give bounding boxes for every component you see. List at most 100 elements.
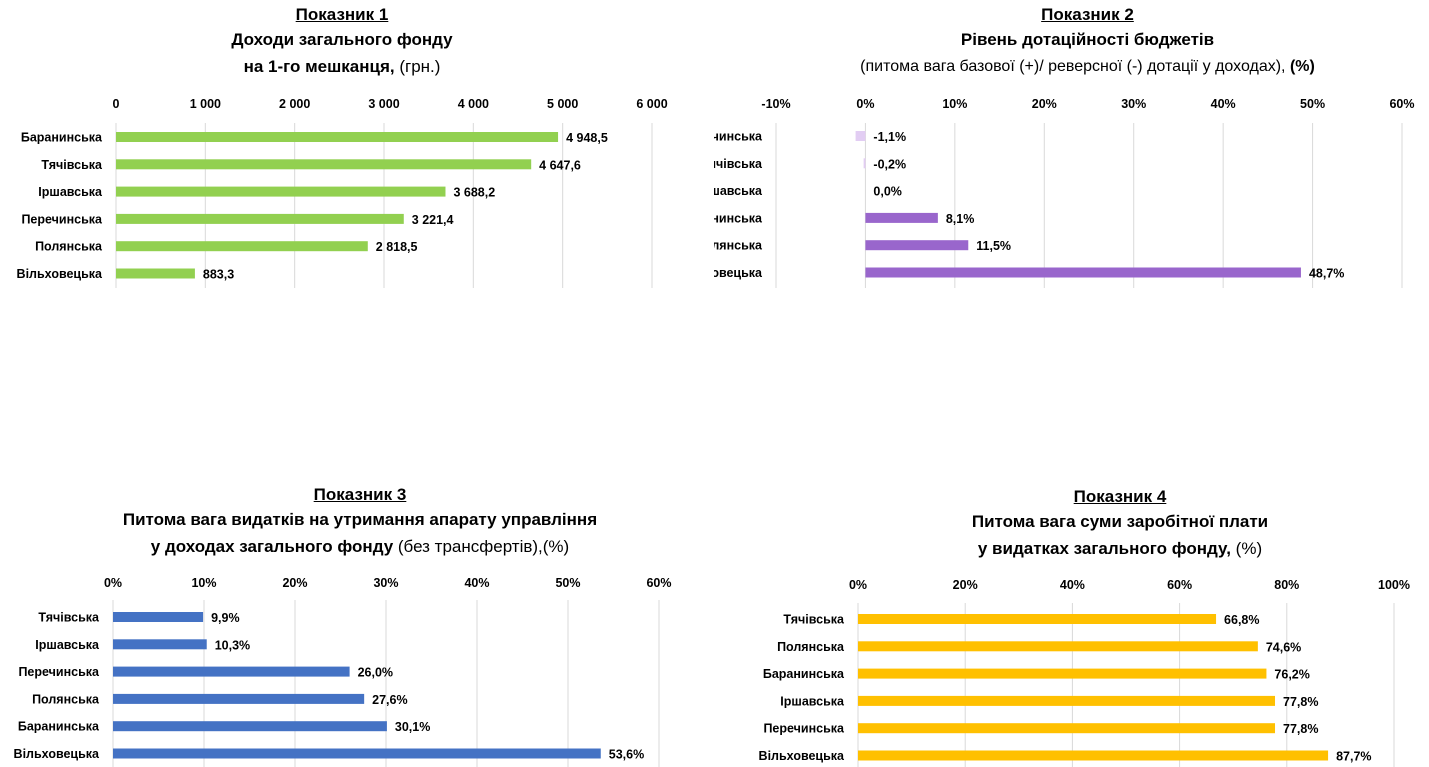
chart2-title-line2: Рівень дотаційності бюджетів	[960, 30, 1215, 49]
bar	[113, 666, 350, 677]
bar	[858, 614, 1217, 624]
x-tick-label: 50%	[555, 576, 580, 590]
data-label: 74,6%	[1266, 640, 1301, 654]
category-label: Баранинська	[21, 131, 103, 145]
x-tick-label: 4 000	[458, 97, 489, 111]
data-label: 30,1%	[395, 720, 430, 734]
chart3-title-line3: у доходах загального фонду	[150, 537, 394, 556]
chart3-title: Показник 3 Питома вага видатків на утрим…	[30, 484, 690, 560]
category-label: Вільховецька	[759, 749, 845, 763]
data-label: 76,2%	[1274, 668, 1309, 682]
chart3-title-unit: (без трансфертів),(%)	[393, 537, 570, 556]
x-tick-label: 2 000	[279, 97, 310, 111]
bar	[116, 213, 404, 224]
data-label: 53,6%	[609, 748, 644, 762]
data-label: -0,2%	[873, 157, 906, 171]
bar	[116, 268, 195, 279]
bar	[116, 159, 532, 170]
data-label: 3 221,4	[412, 213, 454, 227]
chart2-title: Показник 2 Рівень дотаційності бюджетів …	[720, 4, 1429, 80]
data-label: 77,8%	[1283, 722, 1318, 736]
data-label: 8,1%	[946, 212, 975, 226]
x-tick-label: 30%	[373, 576, 398, 590]
x-tick-label: 1 000	[190, 97, 221, 111]
bar	[858, 668, 1267, 679]
bar	[113, 693, 365, 704]
data-label: 10,3%	[215, 638, 250, 652]
bar	[113, 639, 207, 650]
x-tick-label: 100%	[1378, 578, 1410, 592]
x-tick-label: 20%	[1032, 97, 1057, 111]
data-label: 9,9%	[211, 611, 240, 625]
chart1-title-line3: на 1-го мешканця,	[243, 57, 395, 76]
category-label: Тячівська	[38, 611, 100, 625]
bar	[865, 240, 969, 251]
x-tick-label: 20%	[282, 576, 307, 590]
data-label: 883,3	[203, 268, 234, 282]
category-label: Іршавська	[35, 638, 100, 652]
category-label: Перечинська	[714, 130, 763, 144]
x-tick-label: 20%	[953, 578, 978, 592]
data-label: 66,8%	[1224, 613, 1259, 627]
bar	[858, 641, 1258, 652]
data-label: 87,7%	[1336, 750, 1371, 764]
category-label: Баранинська	[714, 211, 763, 225]
category-label: Полянська	[714, 239, 763, 253]
x-tick-label: 60%	[1167, 578, 1192, 592]
category-label: Перечинська	[763, 722, 845, 736]
chart2-title-line3: (питома вага базової (+)/ реверсної (-) …	[860, 58, 1286, 75]
data-label: 27,6%	[372, 693, 407, 707]
category-label: Вільховецька	[17, 267, 103, 281]
x-tick-label: 0	[113, 97, 120, 111]
bar	[865, 267, 1301, 278]
category-label: Полянська	[35, 240, 103, 254]
data-label: 77,8%	[1283, 695, 1318, 709]
bar	[865, 212, 938, 223]
x-tick-label: 40%	[464, 576, 489, 590]
category-label: Тячівська	[714, 157, 763, 171]
x-tick-label: 0%	[849, 578, 867, 592]
chart4-header: Показник 4	[1073, 487, 1167, 506]
chart1-plot: 0 1 000 2 000 3 000 4 000 5 000 6 000 Баранинсь…	[17, 97, 668, 288]
bar	[116, 186, 446, 197]
data-label: 11,5%	[976, 239, 1011, 253]
data-label: 4 948,5	[566, 131, 608, 145]
category-label: Вільховецька	[14, 747, 100, 761]
x-tick-label: 6 000	[636, 97, 667, 111]
data-label: 26,0%	[358, 666, 393, 680]
x-tick-label: 10%	[191, 576, 216, 590]
chart3-plot: 0% 10% 20% 30% 40% 50% 60% Тячівська 9,9% Іршавсь…	[14, 576, 672, 767]
data-label: -1,1%	[873, 130, 906, 144]
chart2-title-unit: (%)	[1285, 58, 1315, 75]
chart1-title-unit: (грн.)	[394, 57, 441, 76]
category-label: Полянська	[777, 640, 845, 654]
x-tick-label: 80%	[1274, 578, 1299, 592]
chart3-header: Показник 3	[313, 485, 407, 504]
x-tick-label: 0%	[104, 576, 122, 590]
category-label: Іршавська	[38, 185, 103, 199]
category-label: Баранинська	[18, 720, 100, 734]
x-tick-label: 10%	[942, 97, 967, 111]
category-label: Полянська	[32, 692, 100, 706]
x-tick-label: 60%	[646, 576, 671, 590]
category-label: Тячівська	[41, 158, 103, 172]
bar	[863, 158, 866, 169]
data-label: 2 818,5	[376, 240, 418, 254]
chart4-title-line3: у видатках загального фонду,	[977, 539, 1231, 558]
chart2-header: Показник 2	[1041, 5, 1134, 24]
bar	[116, 241, 368, 252]
bar	[855, 131, 866, 141]
category-label: Вільховецька	[714, 266, 763, 280]
x-tick-label: 30%	[1121, 97, 1146, 111]
x-tick-label: 40%	[1211, 97, 1236, 111]
chart4-plot: 0% 20% 40% 60% 80% 100% Тячівська 66,8% Полянськ…	[759, 578, 1410, 767]
x-tick-label: -10%	[761, 97, 790, 111]
data-label: 4 647,6	[539, 158, 581, 172]
x-tick-label: 5 000	[547, 97, 578, 111]
bar	[113, 748, 601, 759]
category-label: Іршавська	[714, 184, 763, 198]
chart2-plot: -10% 0% 10% 20% 30% 40% 50% 60% Перечинська -1,1%…	[714, 97, 1415, 288]
category-label: Баранинська	[763, 667, 845, 681]
x-tick-label: 40%	[1060, 578, 1085, 592]
x-tick-label: 60%	[1389, 97, 1414, 111]
